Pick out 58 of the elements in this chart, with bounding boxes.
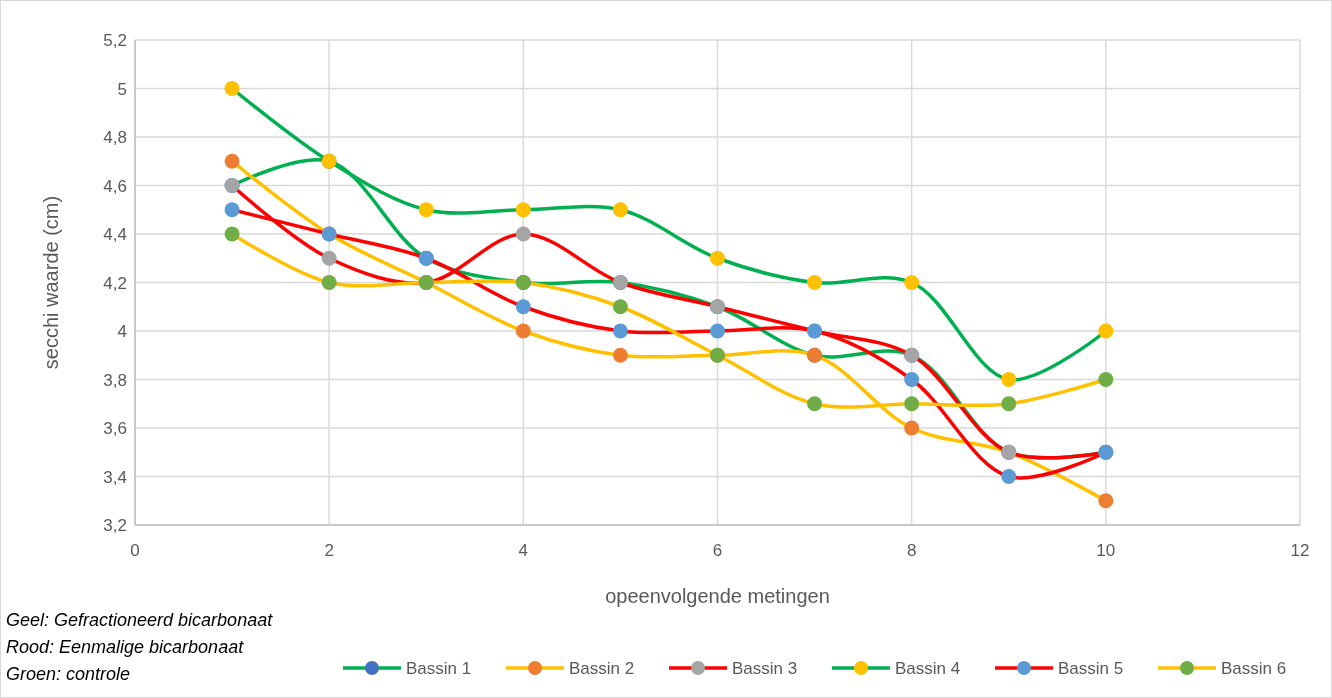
point — [807, 275, 823, 290]
point — [224, 202, 240, 218]
point — [807, 396, 823, 412]
point — [515, 299, 531, 315]
point — [515, 202, 531, 218]
point — [710, 250, 725, 266]
point — [1001, 372, 1017, 387]
legend-label: Bassin 2 — [569, 659, 635, 678]
y-axis-title: secchi waarde (cm) — [40, 195, 62, 370]
x-tick-label: 12 — [1290, 541, 1310, 560]
y-tick-label: 3,8 — [103, 370, 127, 390]
y-tick-label: 5 — [117, 79, 127, 99]
x-tick-label: 4 — [518, 541, 529, 560]
y-tick-label: 4,6 — [103, 176, 127, 196]
point — [321, 275, 337, 290]
x-tick-label: 2 — [324, 541, 334, 560]
text: Groen: controle — [6, 664, 131, 684]
text: Geel: Gefractioneerd bicarbonaat — [6, 610, 274, 630]
point — [1098, 323, 1114, 339]
legend-label: Bassin 1 — [406, 659, 472, 678]
point — [515, 323, 531, 339]
y-tick-label: 4,4 — [103, 225, 127, 244]
y-tick-label: 3,2 — [103, 516, 127, 535]
point — [321, 250, 337, 266]
point — [612, 202, 628, 218]
x-axis-title: opeenvolgende metingen — [605, 585, 830, 607]
legend-label: Bassin 6 — [1221, 659, 1287, 678]
point — [224, 81, 240, 96]
point — [612, 323, 628, 339]
point — [710, 323, 725, 339]
x-tick-label: 0 — [130, 541, 140, 560]
point — [612, 347, 628, 363]
point — [1001, 396, 1017, 412]
point — [904, 420, 920, 436]
point — [418, 202, 434, 218]
point — [515, 226, 531, 242]
point — [904, 275, 920, 290]
point — [1098, 372, 1114, 387]
point — [612, 299, 628, 315]
y-tick-label: 4,8 — [103, 128, 127, 147]
text: Rood: Eenmalige bicarbonaat — [6, 637, 245, 657]
point — [224, 226, 240, 242]
y-tick-label: 3,6 — [103, 419, 127, 438]
y-tick-label: 3,4 — [103, 467, 127, 487]
point — [1098, 493, 1114, 509]
point — [904, 396, 920, 412]
point — [1001, 469, 1017, 484]
legend-label: Bassin 5 — [1058, 659, 1124, 678]
y-tick-label: 4 — [117, 322, 127, 341]
x-tick-label: 10 — [1096, 541, 1116, 560]
y-tick-label: 4,2 — [103, 273, 127, 293]
x-tick-label: 6 — [712, 541, 723, 560]
x-tick-label: 8 — [906, 541, 917, 560]
legend-label: Bassin 3 — [732, 659, 798, 678]
point — [224, 153, 240, 169]
legend-label: Bassin 4 — [895, 659, 961, 678]
y-tick-label: 5,2 — [103, 31, 127, 50]
point — [904, 372, 920, 387]
